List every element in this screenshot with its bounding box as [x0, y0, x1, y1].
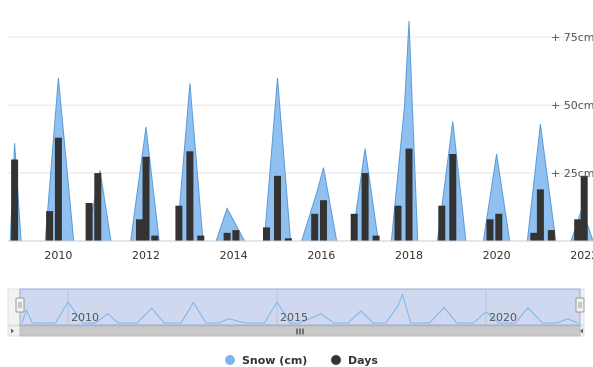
scrollbar[interactable]: III [7, 325, 585, 337]
days-bar[interactable] [46, 211, 54, 241]
days-bar[interactable] [320, 200, 327, 241]
y-tick-label: + 75cm [551, 31, 593, 44]
x-tick-label: 2014 [220, 249, 248, 262]
days-bar[interactable] [580, 175, 588, 241]
y-axis-labels: + 25cm + 50cm + 75cm [551, 31, 593, 180]
navigator-tick-label: 2010 [71, 311, 99, 324]
scrollbar-grip: III [296, 328, 305, 337]
legend-days-marker [331, 355, 341, 365]
days-bar[interactable] [405, 148, 413, 241]
days-bar[interactable] [372, 235, 380, 241]
x-tick-label: 2010 [44, 249, 72, 262]
days-bar[interactable] [536, 189, 544, 241]
legend-snow-label: Snow (cm) [242, 354, 307, 367]
days-bar[interactable] [547, 230, 555, 241]
days-bar[interactable] [449, 154, 457, 241]
days-bar[interactable] [232, 230, 240, 241]
x-tick-label: 2018 [395, 249, 423, 262]
days-bar[interactable] [186, 151, 194, 241]
days-bar-layer [11, 137, 588, 242]
x-tick-label: 2020 [483, 249, 511, 262]
days-bar[interactable] [136, 219, 143, 241]
snow-area-layer [9, 20, 593, 242]
navigator-right-handle[interactable] [575, 297, 585, 313]
legend-snow-marker [225, 355, 235, 365]
days-bar[interactable] [94, 173, 102, 241]
legend-item-days[interactable]: Days [331, 354, 378, 367]
days-bar[interactable] [11, 159, 19, 242]
scroll-right-arrow-icon[interactable] [580, 328, 583, 334]
x-tick-label: 2016 [307, 249, 335, 262]
days-bar[interactable] [223, 232, 231, 241]
legend-days-label: Days [348, 354, 378, 367]
days-bar[interactable] [350, 213, 358, 241]
legend: Snow (cm) Days [225, 354, 378, 367]
days-bar[interactable] [263, 227, 270, 241]
days-bar[interactable] [151, 235, 159, 241]
days-bar[interactable] [175, 205, 183, 241]
days-bar[interactable] [361, 173, 369, 241]
navigator-labels: 2010 2015 2020 [67, 289, 517, 325]
scroll-left-arrow-icon[interactable] [11, 328, 14, 334]
days-bar[interactable] [438, 205, 446, 241]
snow-area [9, 20, 593, 242]
days-bar[interactable] [495, 213, 503, 241]
navigator-snow-line [21, 292, 579, 324]
days-bar[interactable] [274, 175, 281, 241]
y-tick-label: + 25cm [551, 167, 593, 180]
days-bar[interactable] [85, 203, 93, 241]
legend-item-snow[interactable]: Snow (cm) [225, 354, 307, 367]
days-bar[interactable] [530, 232, 538, 241]
days-bar[interactable] [574, 219, 582, 241]
navigator-left-handle[interactable] [15, 297, 25, 313]
days-bar[interactable] [197, 235, 205, 241]
days-bar[interactable] [284, 238, 292, 241]
y-tick-label: + 50cm [551, 99, 593, 112]
grid-lines [8, 36, 593, 174]
navigator-series [21, 292, 579, 324]
navigator-tick-label: 2015 [280, 311, 308, 324]
days-bar[interactable] [54, 137, 62, 241]
days-bar[interactable] [311, 213, 319, 241]
navigator[interactable]: 2010 2015 2020 [7, 288, 585, 326]
days-bar[interactable] [394, 205, 402, 241]
x-tick-label: 2012 [132, 249, 160, 262]
navigator-tick-label: 2020 [489, 311, 517, 324]
days-bar[interactable] [486, 219, 494, 241]
days-bar[interactable] [142, 156, 150, 241]
